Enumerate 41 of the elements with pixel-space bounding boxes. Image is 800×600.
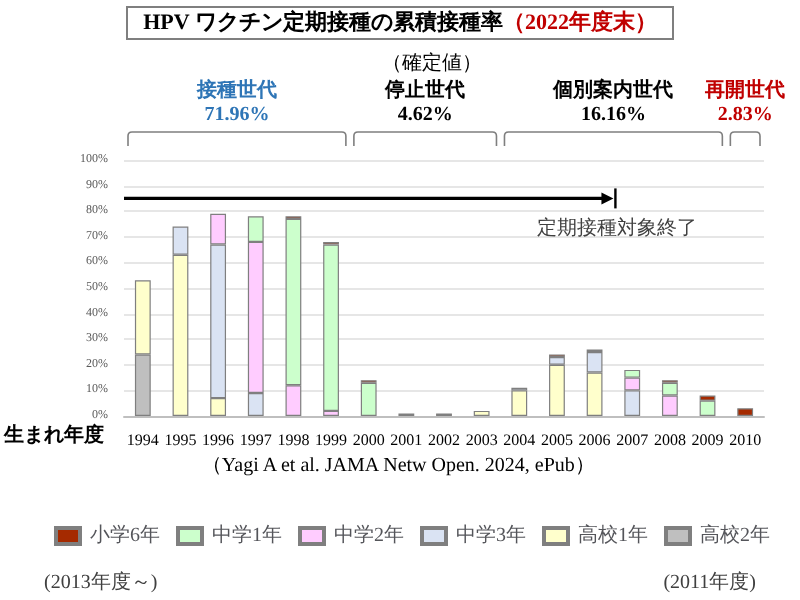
legend-label: 高校2年 (700, 523, 770, 547)
bar (323, 244, 339, 411)
x-tick-label: 1994 (126, 431, 159, 449)
x-tick-label: 1996 (202, 431, 235, 449)
x-tick-label: 1998 (277, 431, 310, 449)
x-tick-label: 2007 (616, 431, 649, 449)
x-tick-label: 2010 (729, 431, 762, 449)
legend-label: 中学1年 (212, 523, 282, 547)
text: 停止世代 4.62% (383, 78, 466, 126)
x-tick-label: 1997 (239, 431, 272, 449)
bar (737, 408, 754, 416)
x-tick-label: 2008 (653, 431, 686, 449)
legend-label: 中学2年 (334, 523, 404, 547)
text: 再開世代 2.83% (703, 78, 786, 126)
x-tick-label: 2004 (503, 431, 536, 449)
text: （Yagi A et al. JAMA Netw Open. 2024, ePub） (201, 455, 595, 477)
x-tick-label: 2009 (691, 431, 724, 449)
x-tick-label: 2005 (540, 431, 573, 449)
x-axis-title: 生まれ年度 (2, 423, 104, 447)
chart-title: HPV ワクチン定期接種の累積接種率 (143, 9, 503, 35)
text: (2013年度～) (44, 570, 158, 594)
text: 接種世代 71.96% (194, 78, 277, 126)
text: （2022年度末） (502, 9, 657, 35)
chart-subtitle: （確定値） (382, 51, 482, 75)
text: (2011年度) (663, 570, 756, 594)
bar (360, 382, 377, 416)
x-tick-label: 1995 (164, 431, 197, 449)
x-tick-label: 2000 (352, 431, 385, 449)
text: 個別案内世代 16.16% (551, 78, 674, 126)
legend-label: 高校1年 (578, 523, 648, 547)
annotation: 定期接種対象終了 (537, 216, 698, 241)
x-tick-label: 2001 (390, 431, 423, 449)
x-tick-label: 1999 (315, 431, 348, 449)
x-tick-label: 2006 (578, 431, 611, 449)
legend-label: 中学3年 (456, 523, 526, 547)
legend-label: 小学6年 (90, 523, 160, 547)
bar (549, 364, 565, 416)
bar (699, 400, 716, 416)
x-tick-label: 2003 (465, 431, 498, 449)
x-tick-label: 2002 (428, 431, 460, 449)
bar (511, 390, 528, 416)
